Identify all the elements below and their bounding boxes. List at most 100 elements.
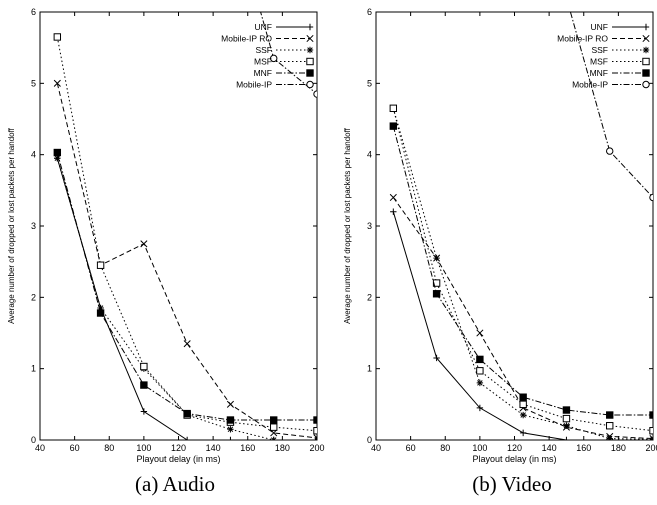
legend-marker <box>643 47 649 53</box>
x-tick-label: 40 <box>35 443 45 453</box>
x-axis-label: Playout delay (in ms) <box>472 454 556 464</box>
series-line <box>393 126 653 415</box>
data-point <box>271 424 277 430</box>
plot-area <box>54 0 320 443</box>
data-point <box>563 423 569 429</box>
data-point <box>184 341 190 347</box>
legend-marker <box>307 58 313 64</box>
y-axis-label: Average number of dropped or lost packet… <box>343 127 352 324</box>
series-line <box>393 108 653 439</box>
data-point <box>520 401 526 407</box>
x-tick-label: 120 <box>507 443 522 453</box>
data-point <box>477 330 483 336</box>
data-point <box>520 394 526 400</box>
data-point <box>433 291 439 297</box>
data-point <box>314 428 320 434</box>
x-tick-label: 120 <box>171 443 186 453</box>
x-tick-label: 80 <box>440 443 450 453</box>
y-tick-label: 1 <box>367 364 372 374</box>
legend-label: MNF <box>590 68 608 78</box>
data-point <box>477 356 483 362</box>
series-line <box>57 153 317 421</box>
data-point <box>227 437 233 443</box>
y-tick-label: 3 <box>367 221 372 231</box>
chart-panel-video: 40 60 80 100 120 140 160 180 200 0 1 2 3 4 5 6 Playout d… <box>343 0 657 464</box>
y-tick-label: 0 <box>31 435 36 445</box>
caption-video: (b) Video <box>412 472 612 497</box>
data-point <box>563 0 569 1</box>
x-tick-label: 160 <box>576 443 591 453</box>
legend-label: Mobile-IP <box>572 80 608 90</box>
y-axis-label: Average number of dropped or lost packet… <box>7 127 16 324</box>
y-tick-label: 2 <box>367 292 372 302</box>
y-tick-label: 6 <box>31 7 36 17</box>
y-tick-label: 2 <box>31 292 36 302</box>
legend-label: Mobile-IP RO <box>557 34 608 44</box>
plot-frame <box>40 12 317 440</box>
legend-marker <box>307 35 313 41</box>
data-point <box>607 148 613 154</box>
data-point <box>271 417 277 423</box>
data-point <box>390 123 396 129</box>
x-tick-label: 200 <box>645 443 657 453</box>
data-point <box>390 105 396 111</box>
data-point <box>184 410 190 416</box>
x-tick-label: 180 <box>611 443 626 453</box>
x-tick-label: 160 <box>240 443 255 453</box>
data-point <box>141 363 147 369</box>
data-point <box>477 380 483 386</box>
data-point <box>607 412 613 418</box>
legend-label: MSF <box>254 57 272 67</box>
legend-label: SSF <box>255 45 272 55</box>
legend-marker <box>307 81 313 87</box>
data-point <box>607 423 613 429</box>
legend-marker <box>307 24 313 30</box>
data-point <box>314 417 320 423</box>
plot-area <box>390 0 656 443</box>
x-axis-label: Playout delay (in ms) <box>136 454 220 464</box>
series-line <box>57 158 317 440</box>
series-line <box>101 0 317 94</box>
data-point <box>314 91 320 97</box>
y-tick-label: 0 <box>367 435 372 445</box>
data-point <box>563 437 569 443</box>
y-tick-label: 5 <box>31 78 36 88</box>
data-point <box>563 415 569 421</box>
data-point <box>97 262 103 268</box>
data-point <box>141 241 147 247</box>
series-line <box>393 108 653 430</box>
data-point <box>520 430 526 436</box>
x-tick-label: 200 <box>309 443 324 453</box>
x-tick-label: 40 <box>371 443 381 453</box>
data-point <box>141 382 147 388</box>
legend-label: MNF <box>254 68 272 78</box>
data-point <box>54 80 60 86</box>
data-point <box>54 149 60 155</box>
data-point <box>563 407 569 413</box>
data-point <box>607 435 613 441</box>
y-tick-label: 3 <box>31 221 36 231</box>
data-point <box>650 412 656 418</box>
caption-audio: (a) Audio <box>75 472 275 497</box>
legend-label: SSF <box>591 45 608 55</box>
legend-label: UNF <box>255 22 272 32</box>
data-point <box>227 426 233 432</box>
data-point <box>650 428 656 434</box>
data-point <box>141 408 147 414</box>
legend-marker <box>307 47 313 53</box>
legend-marker <box>307 70 313 76</box>
x-tick-label: 180 <box>275 443 290 453</box>
x-tick-label: 100 <box>136 443 151 453</box>
series-line <box>437 0 653 198</box>
data-point <box>433 255 439 261</box>
legend-marker <box>643 35 649 41</box>
legend-label: MSF <box>590 57 608 67</box>
data-point <box>520 412 526 418</box>
series-line <box>57 83 317 438</box>
legend-marker <box>643 24 649 30</box>
legend-marker <box>643 81 649 87</box>
y-tick-label: 4 <box>31 150 36 160</box>
legend-label: UNF <box>591 22 608 32</box>
data-point <box>227 401 233 407</box>
